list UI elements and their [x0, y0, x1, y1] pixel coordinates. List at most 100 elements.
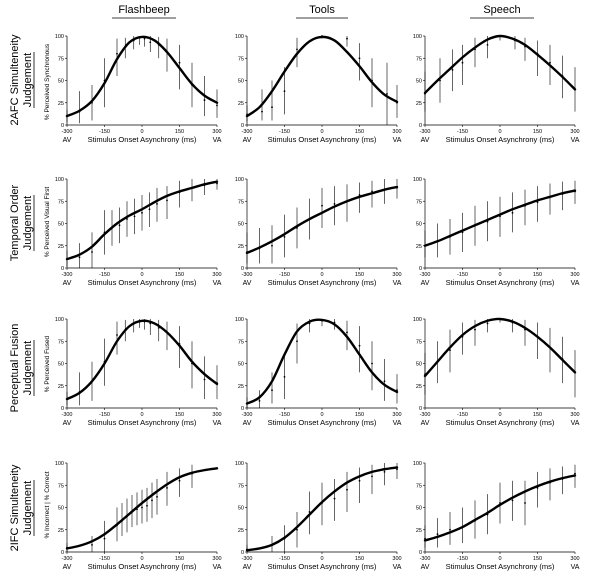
- data-point: [321, 204, 323, 207]
- end-label-av: AV: [243, 564, 252, 571]
- x-tick-label: -150: [279, 272, 290, 278]
- x-axis-label: Stimulus Onset Asynchrony (ms): [268, 562, 377, 571]
- x-tick-label: 150: [355, 412, 364, 418]
- y-tick-label: 75: [416, 339, 422, 345]
- x-tick-label: 150: [533, 412, 542, 418]
- data-point: [261, 110, 263, 113]
- x-tick-label: -300: [61, 412, 72, 418]
- x-tick-label: 300: [570, 556, 579, 562]
- x-tick-label: 0: [498, 272, 501, 278]
- x-tick-label: 300: [392, 412, 401, 418]
- fitted-curve: [423, 189, 577, 247]
- y-tick-label: 25: [238, 384, 244, 390]
- x-tick-label: -150: [279, 412, 290, 418]
- x-axis-label: Stimulus Onset Asynchrony (ms): [446, 562, 555, 571]
- y-tick-label: 100: [413, 317, 422, 323]
- y-tick-label: 100: [235, 317, 244, 323]
- x-tick-label: 150: [355, 556, 364, 562]
- panel-r1-c1: 0 25 50 75 100 -300 -150 0 150 300 AV VA Stimulus On…: [235, 177, 402, 287]
- x-tick-label: 0: [140, 272, 143, 278]
- panels: 0 25 50 75 100 -300 -150 0 150 300 AV VA Stimulus On…: [55, 34, 580, 571]
- end-label-va: VA: [571, 280, 580, 287]
- x-tick-label: -300: [241, 412, 252, 418]
- data-point: [383, 471, 386, 473]
- panel-r2-c2: 0 25 50 75 100 -300 -150 0 150 300 AV VA Stimulus On…: [413, 317, 580, 427]
- data-point: [91, 543, 93, 546]
- y-tick-label: 75: [58, 56, 64, 62]
- fitted-curve: [65, 319, 219, 401]
- row-label-line1: 2AFC Simulteneity: [9, 34, 21, 126]
- x-tick-label: -300: [241, 129, 252, 135]
- x-axis-label: Stimulus Onset Asynchrony (ms): [268, 135, 377, 144]
- y-tick-label: 50: [238, 79, 244, 85]
- y-tick-label: 0: [61, 550, 64, 556]
- data-point: [333, 203, 336, 205]
- y-tick-label: 0: [419, 123, 422, 129]
- y-tick-label: 75: [58, 199, 64, 205]
- data-point: [296, 528, 298, 531]
- data-point: [141, 211, 143, 214]
- x-tick-label: -150: [457, 556, 468, 562]
- data-point: [449, 528, 451, 531]
- end-label-va: VA: [213, 420, 222, 427]
- y-tick-label: 100: [235, 177, 244, 183]
- y-tick-label: 25: [58, 244, 64, 250]
- y-axis-label-row-2: % Perceived Fused: [44, 335, 51, 392]
- y-tick-label: 50: [416, 506, 422, 512]
- data-point: [203, 378, 206, 381]
- y-tick-label: 100: [413, 34, 422, 40]
- x-tick-label: 150: [355, 129, 364, 135]
- data-point: [203, 99, 206, 101]
- y-tick-label: 100: [235, 461, 244, 467]
- x-axis-label: Stimulus Onset Asynchrony (ms): [446, 418, 555, 427]
- y-tick-label: 75: [238, 483, 244, 489]
- row-label-line2: Judgement: [22, 196, 34, 250]
- data-point: [143, 37, 146, 40]
- data-point: [148, 208, 151, 211]
- y-tick-label: 75: [416, 483, 422, 489]
- data-point: [116, 334, 118, 336]
- data-point: [216, 104, 218, 107]
- end-label-av: AV: [421, 280, 430, 287]
- y-tick-label: 25: [238, 528, 244, 534]
- data-point: [383, 380, 386, 383]
- data-point: [371, 362, 373, 365]
- data-point: [116, 52, 118, 55]
- fitted-curve: [423, 34, 577, 95]
- fitted-curve: [245, 35, 399, 118]
- data-point: [333, 497, 336, 500]
- x-tick-label: -300: [419, 412, 430, 418]
- data-point: [296, 48, 298, 51]
- y-tick-label: 100: [413, 461, 422, 467]
- data-point: [149, 41, 152, 44]
- y-tick-label: 50: [58, 362, 64, 368]
- y-tick-label: 75: [238, 56, 244, 62]
- data-point: [358, 479, 361, 482]
- data-point: [141, 506, 143, 509]
- x-tick-label: 300: [570, 129, 579, 135]
- x-tick-label: 150: [533, 556, 542, 562]
- data-point: [296, 340, 298, 343]
- y-tick-label: 0: [419, 406, 422, 412]
- x-axis-label: Stimulus Onset Asynchrony (ms): [268, 418, 377, 427]
- x-tick-label: -150: [457, 272, 468, 278]
- y-tick-label: 25: [58, 384, 64, 390]
- x-tick-label: -150: [279, 129, 290, 135]
- x-tick-label: -150: [457, 129, 468, 135]
- row-label-line2: Judgement: [22, 481, 34, 535]
- x-tick-label: 150: [533, 129, 542, 135]
- data-point: [178, 479, 181, 482]
- data-point: [271, 106, 273, 109]
- data-point: [396, 468, 398, 471]
- data-point: [371, 475, 373, 478]
- data-point: [549, 61, 551, 64]
- x-axis-label: Stimulus Onset Asynchrony (ms): [446, 278, 555, 287]
- row-label-line1: Perceptual Fusion: [9, 324, 21, 413]
- y-tick-label: 25: [416, 384, 422, 390]
- x-tick-label: 300: [392, 272, 401, 278]
- y-tick-label: 50: [58, 506, 64, 512]
- x-tick-label: 150: [533, 272, 542, 278]
- column-title-tools: Tools: [309, 4, 335, 16]
- data-point: [91, 251, 93, 253]
